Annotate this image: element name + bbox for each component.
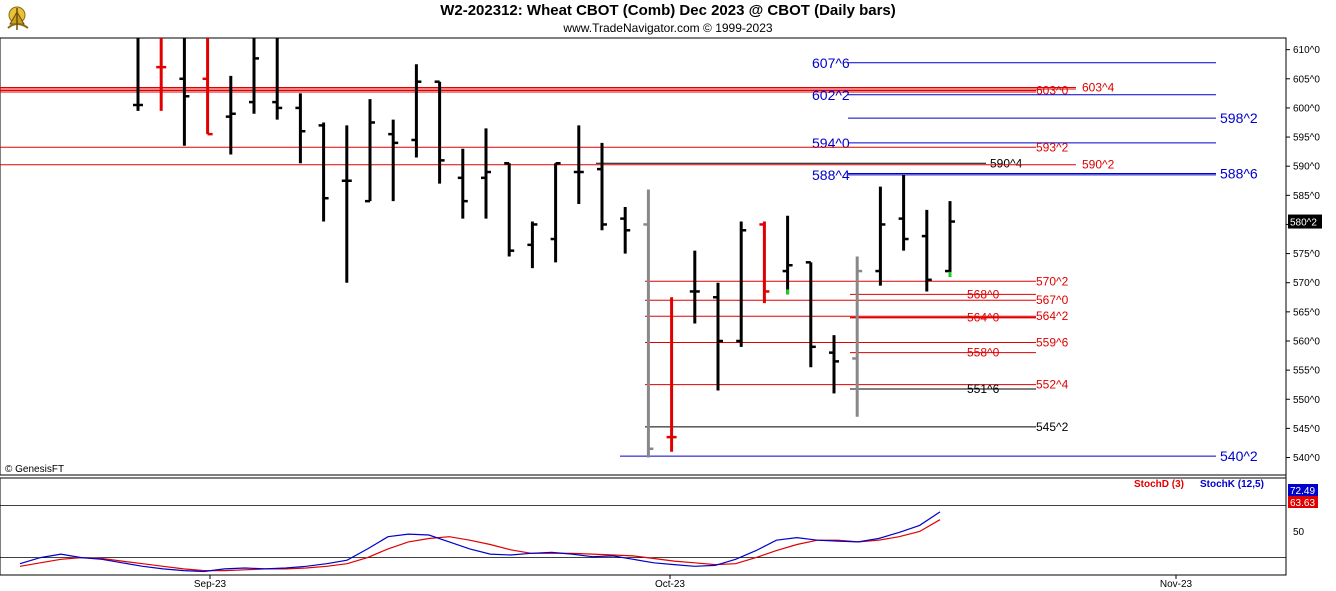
- ohlc-bar: [156, 38, 167, 111]
- x-tick-label: Nov-23: [1160, 579, 1193, 590]
- level-label: 545^2: [1036, 420, 1069, 434]
- level-label: 590^2: [1082, 158, 1115, 172]
- level-label: 602^2: [812, 87, 850, 103]
- y-tick-label: 595^0: [1293, 133, 1320, 144]
- stoch-k-box: [1288, 484, 1318, 496]
- ohlc-bar: [457, 148, 468, 219]
- ohlc-bar: [643, 189, 654, 458]
- ohlc-bar: [295, 93, 306, 164]
- level-label: 570^2: [1036, 274, 1069, 288]
- y-tick-label: 560^0: [1293, 336, 1320, 347]
- level-label: 603^4: [1082, 81, 1115, 95]
- level-label: 603^0: [1036, 83, 1069, 97]
- level-label: 564^2: [1036, 309, 1069, 323]
- ohlc-bar: [179, 38, 190, 146]
- level-label: 607^6: [812, 55, 850, 71]
- ohlc-bar: [411, 64, 422, 158]
- ohlc-bar: [782, 215, 793, 295]
- y-tick-label: 550^0: [1293, 395, 1320, 406]
- level-label: 594^0: [812, 135, 850, 151]
- y-tick-label: 545^0: [1293, 424, 1320, 435]
- y-tick-label: 585^0: [1293, 191, 1320, 202]
- ohlc-bar: [341, 125, 352, 283]
- copyright-text: © GenesisFT: [5, 464, 64, 475]
- ohlc-bar: [875, 186, 886, 286]
- stoch-legend-d: StochD (3): [1134, 479, 1184, 490]
- ohlc-bar: [898, 174, 909, 251]
- ohlc-bar: [527, 221, 538, 269]
- ohlc-bar: [202, 38, 213, 136]
- x-tick-label: Sep-23: [194, 579, 227, 590]
- ohlc-bar: [225, 75, 236, 155]
- level-label: 588^4: [812, 167, 850, 183]
- ohlc-bar: [713, 282, 723, 391]
- stoch-legend-k: StochK (12,5): [1200, 479, 1264, 490]
- ohlc-bar: [829, 335, 839, 394]
- ohlc-bar: [504, 162, 515, 257]
- chart-subtitle: www.TradeNavigator.com © 1999-2023: [563, 21, 773, 35]
- genesis-logo-icon: [7, 6, 29, 30]
- level-label: 564^0: [967, 311, 1000, 325]
- level-label: 568^0: [967, 287, 1000, 301]
- ohlc-bar: [759, 221, 770, 304]
- y-tick-label: 590^0: [1293, 162, 1320, 173]
- ohlc-bar: [597, 142, 607, 231]
- ohlc-bar: [852, 256, 863, 417]
- ohlc-bar: [921, 209, 932, 292]
- ohlc-bar: [481, 128, 491, 219]
- ohlc-bar: [736, 221, 747, 347]
- ohlc-bar: [550, 162, 561, 263]
- y-tick-label: 540^0: [1293, 453, 1320, 464]
- chart-title: W2-202312: Wheat CBOT (Comb) Dec 2023 @ …: [440, 2, 896, 19]
- price-panel-frame: [0, 37, 1287, 476]
- ohlc-bar: [272, 38, 283, 120]
- ohlc-bar: [133, 38, 143, 111]
- x-tick-label: Oct-23: [655, 579, 685, 590]
- ohlc-bar: [388, 119, 399, 202]
- ohlc-bar: [689, 250, 700, 324]
- last-price-box: [1288, 214, 1322, 229]
- y-tick-label: 600^0: [1293, 103, 1320, 114]
- y-tick-label: 570^0: [1293, 278, 1320, 289]
- last-price-label: 580^2: [1290, 218, 1317, 229]
- y-tick-label: 610^0: [1293, 45, 1320, 56]
- y-tick-label: 565^0: [1293, 307, 1320, 318]
- level-label: 567^0: [1036, 293, 1069, 307]
- stoch-tick-label: 50: [1293, 527, 1305, 538]
- ohlc-bar: [318, 122, 329, 222]
- y-tick-label: 575^0: [1293, 249, 1320, 260]
- stoch-k-value: 72.49: [1290, 486, 1315, 497]
- level-label: 588^6: [1220, 165, 1258, 181]
- ohlc-bar: [620, 206, 631, 254]
- level-label: 551^6: [967, 382, 1000, 396]
- stoch-d-box: [1288, 496, 1318, 508]
- ohlc-bar: [249, 38, 259, 114]
- stoch-panel-frame: [0, 477, 1287, 576]
- level-label: 590^4: [990, 156, 1023, 170]
- stoch-d-line: [19, 519, 941, 572]
- stoch-d-value: 63.63: [1290, 498, 1315, 509]
- level-label: 558^0: [967, 346, 1000, 360]
- ohlc-bar: [666, 297, 677, 452]
- ohlc-bar: [434, 80, 445, 184]
- ohlc-bar: [945, 201, 955, 277]
- level-label: 598^2: [1220, 110, 1258, 126]
- level-label: 593^2: [1036, 140, 1069, 154]
- stoch-k-line: [19, 511, 941, 573]
- level-label: 559^6: [1036, 335, 1069, 349]
- level-label: 540^2: [1220, 448, 1258, 464]
- ohlc-bar: [365, 99, 375, 203]
- y-tick-label: 555^0: [1293, 366, 1320, 377]
- y-tick-label: 605^0: [1293, 74, 1320, 85]
- ohlc-bar: [805, 261, 816, 368]
- ohlc-bar: [573, 125, 584, 205]
- level-label: 552^4: [1036, 378, 1069, 392]
